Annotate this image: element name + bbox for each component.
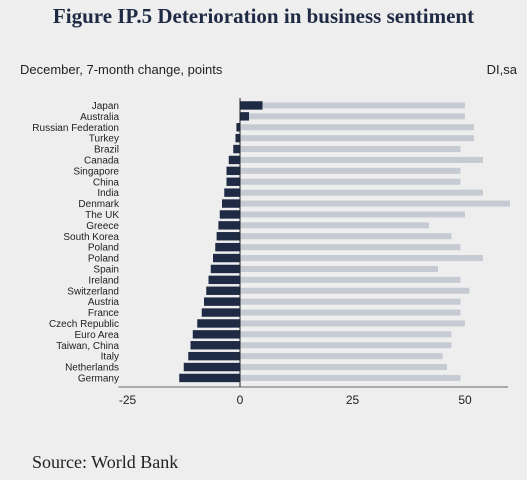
level-bar (240, 178, 461, 185)
change-bar (197, 319, 240, 328)
level-bar (240, 364, 447, 371)
change-bars (179, 101, 263, 383)
level-bar (240, 211, 465, 218)
x-tick-label: -25 (119, 393, 137, 407)
category-label: Russian Federation (32, 123, 119, 134)
source-note: Source: World Bank (32, 452, 179, 472)
change-bar (219, 210, 240, 219)
level-bar (240, 276, 461, 283)
change-bar (201, 308, 240, 317)
category-label: Poland (88, 243, 119, 254)
category-label: Spain (93, 264, 119, 275)
change-bar (215, 242, 240, 252)
category-label: Italy (101, 352, 119, 363)
category-label: Austria (88, 297, 120, 308)
category-label: Czech Republic (49, 319, 119, 330)
category-label: Turkey (89, 134, 119, 145)
chart-title: Figure IP.5 Deterioration in business se… (52, 4, 475, 28)
category-label: Denmark (78, 199, 120, 210)
category-label: India (97, 188, 119, 199)
level-bar (240, 222, 429, 229)
change-bar (226, 177, 240, 186)
level-bar (240, 331, 452, 338)
category-label: France (88, 308, 120, 319)
category-label: Singapore (73, 166, 119, 177)
change-bar (233, 144, 240, 154)
change-bar (236, 123, 240, 132)
change-bar (179, 373, 240, 383)
level-bar (240, 113, 465, 120)
level-bar (240, 298, 461, 305)
category-label: The UK (85, 210, 119, 221)
category-label: China (93, 177, 120, 188)
change-bar (235, 133, 240, 143)
level-bar (240, 124, 474, 131)
x-tick-label: 0 (237, 393, 244, 407)
level-bar (240, 265, 438, 272)
category-label: Canada (84, 155, 119, 166)
category-label: Euro Area (75, 330, 120, 341)
level-bar (240, 244, 461, 251)
level-bar (240, 342, 452, 349)
level-bar (240, 309, 461, 316)
level-bar (240, 233, 452, 240)
category-label: Taiwan, China (56, 341, 119, 352)
category-label: Netherlands (65, 363, 119, 374)
category-label: Germany (78, 373, 119, 384)
units-label: DI,sa (486, 62, 517, 77)
level-bar (240, 135, 474, 142)
x-tick-label: 50 (458, 393, 472, 407)
x-tick-labels: -25 0 25 50 (119, 393, 472, 407)
change-bar (216, 232, 240, 241)
category-label: Ireland (88, 275, 119, 286)
level-bar (240, 156, 483, 163)
category-label: Japan (92, 101, 119, 112)
change-bar (224, 188, 240, 197)
change-bar (210, 264, 240, 274)
level-bar (240, 320, 465, 327)
change-bar (228, 155, 240, 165)
chart-subtitle: December, 7-month change, points (20, 62, 223, 77)
level-bar (240, 146, 461, 153)
change-bar (192, 330, 240, 339)
level-bar (240, 287, 470, 294)
category-label: Brazil (94, 145, 119, 156)
change-bar (240, 101, 263, 110)
category-label: Poland (88, 254, 119, 265)
category-label: South Korea (63, 232, 119, 243)
level-bar (240, 102, 465, 109)
level-bar (240, 255, 483, 262)
change-bar (208, 275, 240, 285)
level-bar (240, 374, 461, 381)
level-bar (240, 189, 483, 196)
level-bars (240, 102, 510, 381)
change-bar (213, 253, 240, 263)
x-tick-label: 25 (346, 393, 360, 407)
change-bar (183, 362, 240, 372)
change-bar (204, 297, 240, 306)
level-bar (240, 167, 461, 174)
category-label: Australia (80, 112, 119, 123)
change-bar (206, 286, 240, 295)
change-bar (222, 199, 240, 208)
category-label: Switzerland (67, 286, 119, 297)
change-bar (190, 341, 240, 350)
category-label: Greece (86, 221, 119, 232)
change-bar (226, 166, 240, 176)
level-bar (240, 353, 443, 360)
change-bar (188, 351, 240, 361)
level-bar (240, 200, 510, 207)
change-bar (218, 221, 240, 230)
change-bar (240, 112, 249, 121)
